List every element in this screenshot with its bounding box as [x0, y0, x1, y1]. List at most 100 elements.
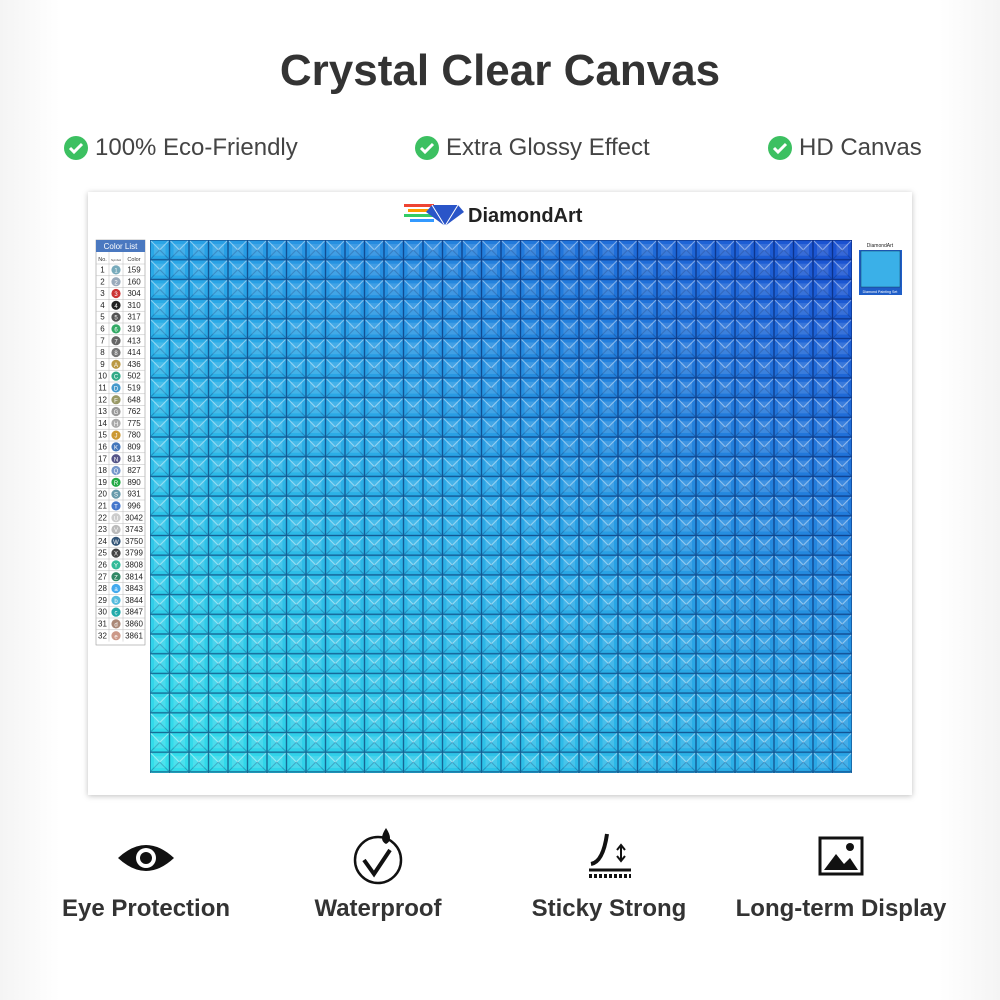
symbol-swatch	[111, 607, 121, 617]
symbol-swatch	[111, 430, 121, 440]
row-color-code: 809	[127, 443, 141, 452]
symbol-swatch	[111, 548, 121, 558]
color-list-title: Color List	[104, 242, 139, 251]
row-symbol: 3	[114, 292, 118, 298]
symbol-swatch	[111, 288, 121, 299]
row-number: 13	[98, 407, 107, 416]
thumbnail: DiamondArt Diamond Painting Set	[859, 240, 902, 295]
row-number: 21	[98, 502, 107, 511]
row-color-code: 3743	[125, 525, 143, 534]
symbol-swatch	[111, 560, 121, 570]
row-symbol: U	[114, 516, 118, 522]
row-number: 8	[100, 348, 105, 357]
row-color-code: 3750	[125, 537, 143, 546]
row-symbol: 6	[114, 328, 118, 334]
row-number: 11	[98, 384, 107, 393]
row-color-code: 519	[127, 384, 141, 393]
row-symbol: A	[114, 363, 118, 369]
benefit-label: Eye Protection	[61, 895, 231, 922]
row-number: 20	[98, 490, 107, 499]
row-number: 24	[98, 537, 107, 546]
row-symbol: J	[115, 434, 118, 440]
symbol-swatch	[111, 418, 121, 428]
feature: 100% Eco-Friendly	[63, 134, 298, 162]
color-list-header	[96, 240, 145, 252]
diamond-tiles	[150, 240, 852, 773]
row-color-code: 310	[127, 301, 141, 310]
row-number: 4	[100, 301, 105, 310]
row-number: 25	[98, 549, 107, 558]
symbol-swatch	[111, 383, 121, 393]
symbol-swatch	[111, 324, 121, 334]
row-number: 29	[98, 596, 107, 605]
row-symbol: 7	[114, 339, 118, 345]
row-number: 9	[100, 360, 105, 369]
row-number: 31	[98, 620, 107, 629]
row-color-code: 996	[127, 502, 141, 511]
sticky-icon	[589, 833, 631, 878]
column-header: Symbol	[111, 258, 121, 262]
thumb-caption: Diamond Painting Set	[863, 290, 898, 294]
symbol-swatch	[111, 300, 121, 310]
row-color-code: 160	[127, 277, 141, 286]
symbol-swatch	[111, 619, 121, 629]
logo: DiamondArt	[404, 204, 583, 227]
row-symbol: Q	[114, 469, 119, 475]
row-symbol: b	[114, 599, 118, 605]
row-symbol: D	[114, 387, 119, 393]
row-number: 22	[98, 513, 107, 522]
row-number: 32	[98, 631, 107, 640]
row-color-code: 780	[127, 431, 141, 440]
symbol-swatch	[111, 371, 121, 381]
row-number: 5	[100, 313, 105, 322]
row-number: 23	[98, 525, 107, 534]
row-symbol: 1	[114, 269, 118, 275]
row-symbol: e	[114, 634, 118, 640]
symbol-swatch	[111, 454, 121, 464]
row-color-code: 3861	[125, 631, 143, 640]
row-number: 19	[98, 478, 107, 487]
symbol-swatch	[111, 631, 121, 641]
symbol-swatch	[111, 312, 121, 322]
row-number: 3	[100, 289, 105, 298]
title: Crystal Clear Canvas	[279, 46, 721, 95]
row-color-code: 3843	[125, 584, 143, 593]
symbol-swatch	[111, 501, 121, 511]
benefit-label: Long-term Display	[735, 895, 947, 922]
row-symbol: W	[113, 540, 119, 546]
row-symbol: C	[114, 375, 119, 381]
row-number: 27	[98, 572, 107, 581]
row-number: 10	[98, 372, 107, 381]
check-icon	[64, 136, 88, 160]
benefit-label: Sticky Strong	[531, 895, 687, 922]
symbol-swatch	[111, 477, 121, 487]
row-number: 30	[98, 608, 107, 617]
thumb-brand: DiamondArt	[867, 243, 894, 249]
row-number: 18	[98, 466, 107, 475]
feature-label: 100% Eco-Friendly	[95, 134, 298, 161]
row-color-code: 304	[127, 289, 141, 298]
row-symbol: 8	[114, 351, 118, 357]
row-number: 17	[98, 454, 107, 463]
row-color-code: 159	[127, 266, 141, 275]
symbol-swatch	[111, 442, 121, 452]
row-color-code: 3814	[125, 572, 143, 581]
row-symbol: R	[114, 481, 119, 487]
feature: Extra Glossy Effect	[414, 134, 650, 162]
benefit-label: Waterproof	[314, 895, 442, 922]
row-number: 15	[98, 431, 107, 440]
row-number: 7	[100, 336, 105, 345]
row-symbol: N	[114, 457, 118, 463]
row-color-code: 317	[127, 313, 141, 322]
row-symbol: a	[114, 587, 118, 593]
display-icon	[818, 836, 864, 876]
row-symbol: K	[114, 446, 118, 452]
symbol-swatch	[111, 595, 121, 605]
row-color-code: 502	[127, 372, 141, 381]
symbol-swatch	[111, 336, 121, 346]
row-number: 26	[98, 561, 107, 570]
row-symbol: 5	[114, 316, 118, 322]
feature-label: Extra Glossy Effect	[446, 134, 650, 161]
row-symbol: V	[114, 528, 118, 534]
